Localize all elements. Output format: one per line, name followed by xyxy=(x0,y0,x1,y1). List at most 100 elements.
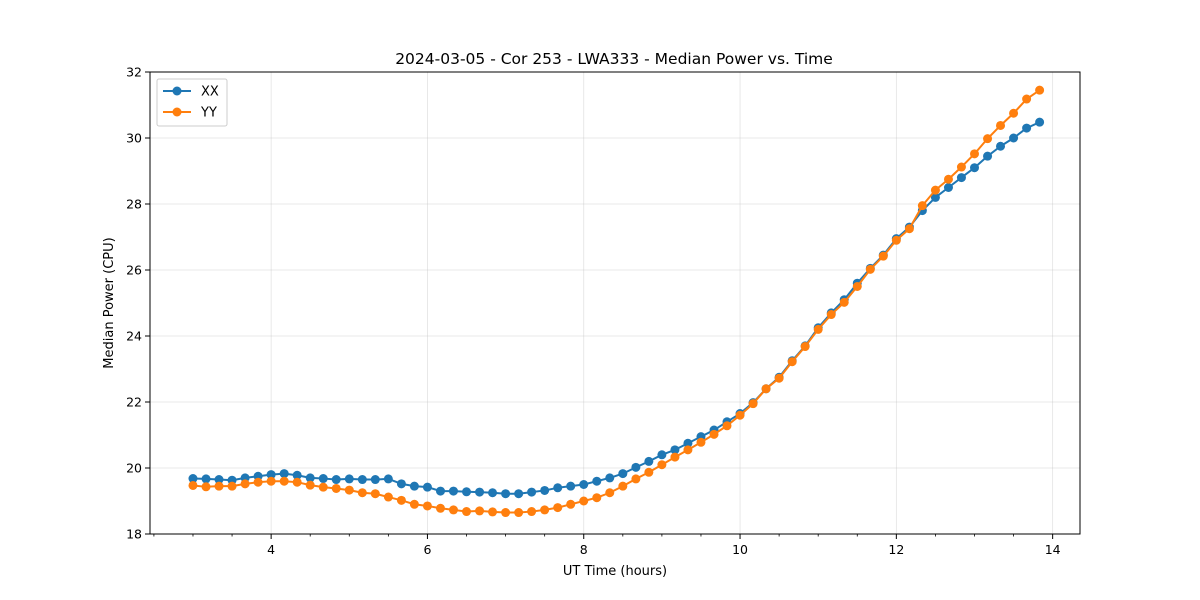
y-tick-label: 30 xyxy=(126,131,142,146)
series-yy-point xyxy=(657,460,667,470)
plot-frame xyxy=(149,71,1081,535)
series-yy-point xyxy=(735,410,745,420)
series-yy xyxy=(188,85,1045,518)
legend: XX YY xyxy=(156,78,228,127)
series-yy-point xyxy=(370,489,380,499)
series-xx-point xyxy=(331,475,341,485)
series-yy-point xyxy=(488,507,498,517)
legend-xx-marker xyxy=(172,86,182,96)
series-xx-point xyxy=(527,487,537,497)
series-yy-point xyxy=(566,499,576,509)
series-xx-point xyxy=(996,141,1006,151)
series-xx-point xyxy=(631,462,641,472)
series-yy-point xyxy=(292,477,302,487)
y-tick-label: 24 xyxy=(126,329,142,344)
series-yy-point xyxy=(917,201,927,211)
series-xx-point xyxy=(448,486,458,496)
series-yy-point xyxy=(318,482,328,492)
series-yy-point xyxy=(501,508,511,518)
y-tick-label: 20 xyxy=(126,461,142,476)
series-yy-point xyxy=(253,477,263,487)
series-yy-point xyxy=(435,503,445,513)
series-xx-point xyxy=(566,481,576,491)
series-yy-point xyxy=(852,282,862,291)
series-yy-point xyxy=(800,342,810,352)
series-yy-point xyxy=(592,493,602,503)
series-yy-point xyxy=(279,476,289,486)
series-yy-point xyxy=(1035,85,1045,95)
series-xx-point xyxy=(579,480,589,489)
series-yy-point xyxy=(813,324,823,334)
series-yy-point xyxy=(709,429,719,439)
series-yy-point xyxy=(266,476,276,486)
series-yy-point xyxy=(644,467,654,477)
series-yy-point xyxy=(904,224,914,234)
series-yy-point xyxy=(618,481,628,491)
series-yy-point xyxy=(826,310,836,320)
series-xx-point xyxy=(370,475,380,485)
series-yy-point xyxy=(930,185,940,195)
series-xx-point xyxy=(292,470,302,480)
legend-yy-label: YY xyxy=(200,106,217,121)
series-xx-point xyxy=(214,475,224,485)
series-xx-point xyxy=(435,486,445,496)
series-yy-point xyxy=(579,496,589,506)
series-xx-point xyxy=(983,151,993,161)
series-yy-point xyxy=(943,174,953,184)
series-yy-point xyxy=(891,235,901,245)
series-yy-point xyxy=(761,384,771,394)
x-tick-label: 8 xyxy=(580,542,588,557)
series-xx-point xyxy=(1009,133,1019,143)
series-xx-point xyxy=(344,474,354,484)
series-xx-point xyxy=(357,475,367,485)
series-yy-point xyxy=(956,162,966,172)
series-xx-point xyxy=(501,489,511,499)
series-xx-point xyxy=(605,473,615,483)
series-xx-point xyxy=(475,487,485,497)
series-xx-point xyxy=(683,438,693,448)
series-yy-point xyxy=(787,357,797,367)
series-yy-point xyxy=(670,452,680,462)
data-series xyxy=(188,85,1045,518)
x-tick-label: 14 xyxy=(1045,542,1061,557)
series-xx-point xyxy=(305,473,315,483)
series-yy-point xyxy=(409,499,419,509)
series-xx-point xyxy=(1035,117,1045,127)
y-tick-label: 18 xyxy=(126,527,142,542)
series-yy-point xyxy=(996,120,1006,130)
series-yy-point xyxy=(878,251,888,261)
series-yy-point xyxy=(305,480,315,490)
chart-title: 2024-03-05 - Cor 253 - LWA333 - Median P… xyxy=(395,50,833,68)
series-yy-point xyxy=(970,149,979,159)
series-xx-point xyxy=(201,474,211,484)
y-tick-label: 26 xyxy=(126,263,142,278)
series-yy-point xyxy=(1009,108,1019,118)
series-yy-point xyxy=(865,264,875,274)
series-xx-point xyxy=(956,173,966,183)
series-xx-point xyxy=(970,163,979,173)
series-yy-point xyxy=(540,505,550,515)
series-xx-point xyxy=(266,470,276,480)
series-yy-point xyxy=(214,481,224,491)
series-yy-point xyxy=(631,474,641,484)
x-tick-label: 6 xyxy=(423,542,431,557)
y-axis: 18 20 22 24 26 28 30 32 xyxy=(126,65,150,542)
series-yy-point xyxy=(383,492,393,502)
series-xx-point xyxy=(657,450,667,460)
x-tick-label: 4 xyxy=(267,542,275,557)
series-yy-point xyxy=(344,485,354,495)
series-xx-point xyxy=(540,485,550,495)
series-yy-point xyxy=(462,507,472,517)
series-yy-point xyxy=(475,506,485,516)
series-yy-point xyxy=(240,479,250,489)
series-xx-point xyxy=(618,469,628,479)
series-xx-point xyxy=(943,183,953,192)
series-yy-point xyxy=(527,507,537,517)
series-yy-point xyxy=(722,421,732,431)
series-yy-point xyxy=(605,488,615,498)
x-tick-label: 12 xyxy=(888,542,904,557)
series-yy-point xyxy=(422,501,432,511)
x-axis-label: UT Time (hours) xyxy=(563,564,667,579)
series-yy-point xyxy=(331,483,341,493)
